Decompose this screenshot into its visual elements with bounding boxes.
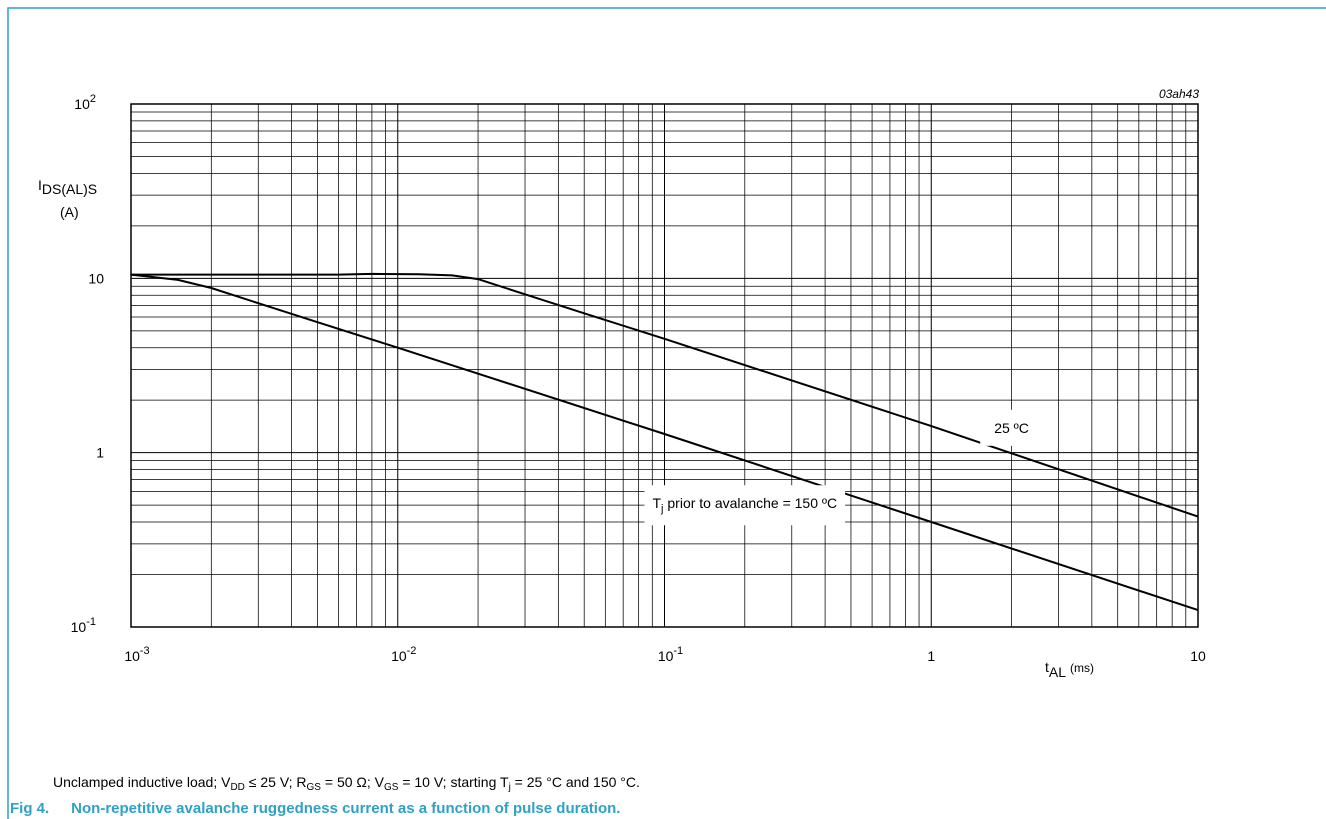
- frame-border: [7, 7, 1326, 819]
- series-label-150c: Tj prior to avalanche = 150 ºC: [644, 485, 846, 526]
- test-conditions-caption: Unclamped inductive load; VDD ≤ 25 V; RG…: [53, 774, 640, 793]
- y-tick-label: 1: [96, 445, 104, 461]
- x-tick-label: 10: [1190, 648, 1206, 664]
- ref-code: 03ah43: [1159, 87, 1199, 101]
- series-label-25c-background: [980, 409, 1043, 446]
- avalanche-chart: 10-3 10-2 10-1 1 10 10-1 1 10 102 03ah43 IDS(AL)…: [38, 87, 1206, 680]
- figure-number: Fig 4.: [10, 800, 50, 817]
- y-axis-label: IDS(AL)S: [38, 177, 97, 197]
- figure-title: Fig 4. Non-repetitive avalanche ruggednes…: [10, 800, 620, 817]
- x-tick-label: 1: [927, 648, 935, 664]
- x-tick-label: 10-1: [658, 645, 683, 664]
- grid-lines: [131, 104, 1198, 627]
- series-label-150c-background: [644, 485, 846, 526]
- figure-title-text: Non-repetitive avalanche ruggedness curr…: [71, 800, 621, 817]
- y-axis-unit: (A): [60, 204, 79, 220]
- x-tick-label: 10-3: [124, 645, 149, 664]
- series-label-25c-text: 25 ºC: [994, 420, 1029, 436]
- plot-border: [130, 103, 1199, 628]
- y-tick-label: 10-1: [71, 616, 96, 635]
- tick-labels: 10-3 10-2 10-1 1 10 10-1 1 10 102: [71, 93, 1206, 664]
- series-label-25c: 25 ºC: [980, 409, 1043, 446]
- x-tick-label: 10-2: [391, 645, 416, 664]
- x-axis-label: tAL (ms): [1045, 659, 1094, 680]
- series-label-150c-text: Tj prior to avalanche = 150 ºC: [652, 495, 837, 515]
- y-tick-label: 10: [88, 270, 104, 286]
- y-tick-label: 102: [74, 93, 96, 112]
- curve-25c: [131, 272, 1199, 518]
